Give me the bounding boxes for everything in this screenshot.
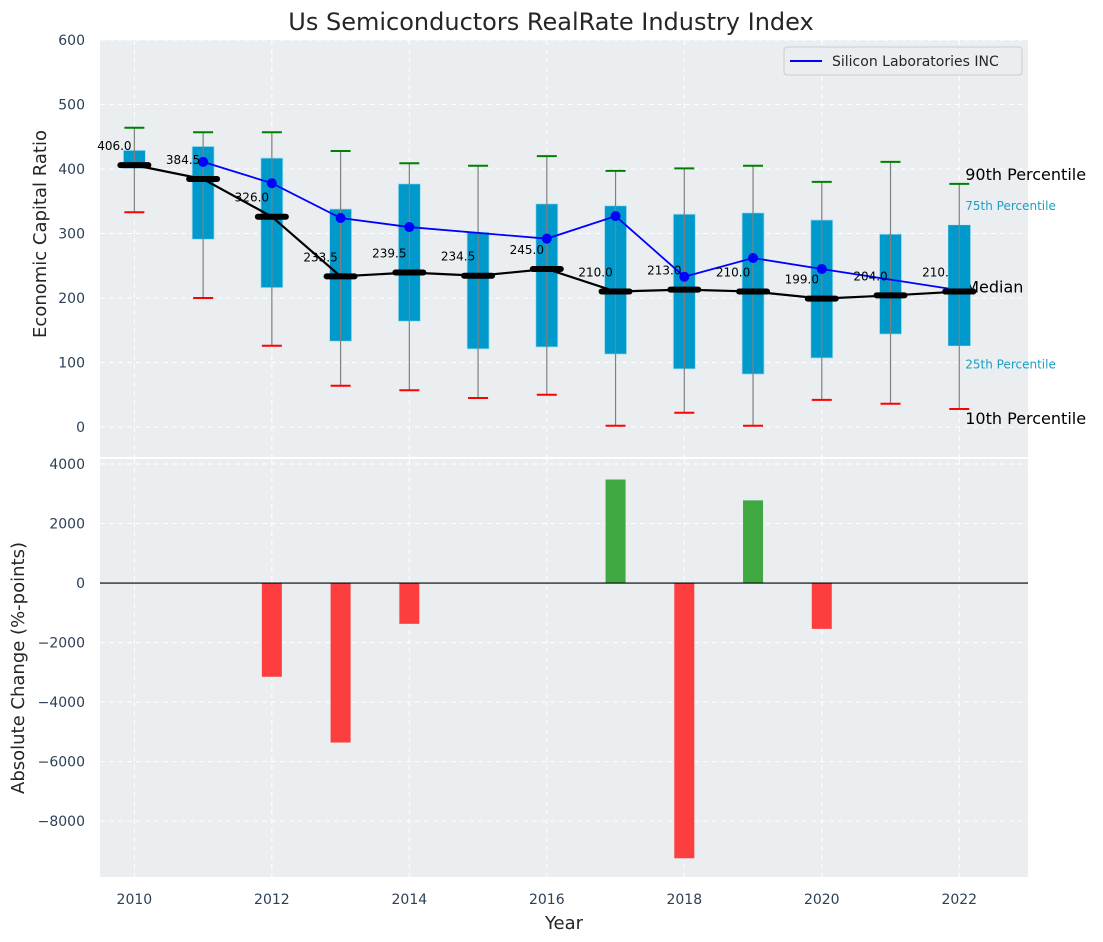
company-point [816,263,827,274]
median-value-label: 384.5 [166,153,200,167]
median-series [117,162,977,302]
median-value-label: 239.5 [372,247,406,261]
company-point [679,271,690,282]
median-value-label: 234.5 [441,250,475,264]
bar-2019 [743,500,764,584]
bar-2012 [261,583,282,677]
legend: Silicon Laboratories INC [783,46,1023,76]
y-tick-label: 200 [58,291,85,307]
y-tick-label: 300 [58,227,85,243]
box-2014 [397,162,421,392]
bottom-y-ticks: −8000 −6000 −4000 −2000 0 2000 4000 [38,457,85,830]
box-2021 [879,160,902,405]
bar-2014 [399,583,420,624]
y-tick-label: 100 [58,356,85,372]
y-tick-label: 400 [58,162,85,178]
x-tick-label: 2016 [529,892,565,908]
company-point [404,222,415,233]
x-tick-label: 2014 [392,892,428,908]
median-value-label: 406.0 [97,139,131,153]
median-value-label: 233.5 [303,250,337,264]
box-2012 [260,131,284,347]
annotation-0: 90th Percentile [965,165,1086,184]
median-value-label: 326.0 [235,191,269,205]
y-tick-label: −4000 [38,695,85,711]
y-tick-label: 0 [76,420,85,436]
change-bars [261,479,832,859]
box-2015 [466,164,490,399]
top-plot-background [100,40,1028,457]
y-tick-label: 2000 [49,517,85,533]
annotation-2: Median [965,278,1023,297]
median-value-label: 204.0 [853,269,887,283]
bar-2013 [330,583,351,743]
y-tick-label: 600 [58,33,85,49]
median-value-label: 210.0 [922,266,956,280]
box-2020 [810,180,834,401]
company-point [610,211,621,222]
company-point [198,156,209,167]
company-point [335,213,346,224]
bottom-plot-background [100,459,1028,877]
company-point [266,178,277,189]
median-value-label: 210.0 [578,266,612,280]
company-point [748,253,759,264]
y-tick-label: 0 [76,576,85,592]
x-tick-label: 2012 [254,892,290,908]
bottom-y-axis-label: Absolute Change (%-points) [8,542,29,794]
y-tick-label: −2000 [38,636,85,652]
median-value-label: 199.0 [785,273,819,287]
annotation-3: 25th Percentile [965,358,1056,372]
chart-title: Us Semiconductors RealRate Industry Inde… [288,8,813,36]
y-tick-label: −6000 [38,755,85,771]
y-tick-label: 4000 [49,457,85,473]
percentile-annotations: 90th Percentile 75th Percentile Median 25th… [942,165,1086,428]
legend-box [783,46,1023,76]
y-tick-label: 500 [58,98,85,114]
company-line-path [202,161,960,292]
median-value-label: 210.0 [716,266,750,280]
box-2016 [535,155,559,396]
bar-2017 [605,479,626,584]
legend-label: Silicon Laboratories INC [832,54,999,70]
top-y-axis-label: Economic Capital Ratio [30,130,51,338]
median-labels: 406.0 384.5 326.0 233.5 239.5 234.5 245.0 210.0… [97,139,956,287]
median-value-label: 213.0 [647,264,681,278]
company-point [541,233,552,244]
x-ticks: 2010 2012 2014 2016 2018 2020 2022 [117,892,978,908]
x-tick-label: 2010 [117,892,153,908]
annotation-1: 75th Percentile [965,199,1056,213]
bar-2018 [674,583,695,859]
median-value-label: 245.0 [510,243,544,257]
y-tick-label: −8000 [38,814,85,830]
box-2017 [604,169,627,427]
bar-2020 [811,583,832,629]
x-tick-label: 2018 [666,892,702,908]
annotation-4: 10th Percentile [965,409,1086,428]
x-axis-label: Year [544,913,584,934]
top-y-ticks: 0 100 200 300 400 500 600 [58,33,85,436]
x-tick-label: 2020 [804,892,840,908]
x-tick-label: 2022 [941,892,977,908]
company-series [198,156,960,292]
box-2011 [191,131,215,299]
